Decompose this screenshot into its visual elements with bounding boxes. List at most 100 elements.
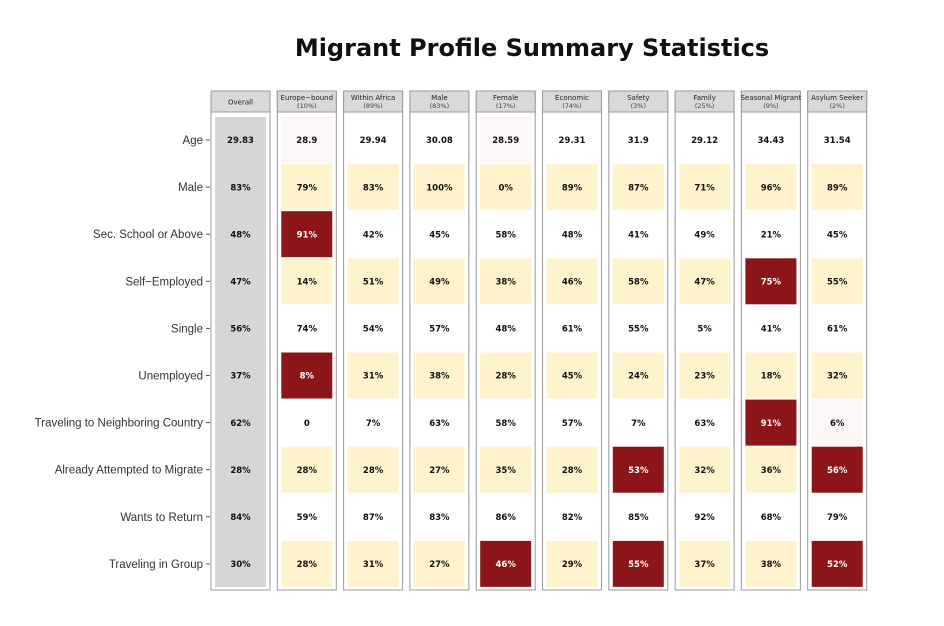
cell-shade [811,258,863,305]
cell-value: 51% [363,278,384,288]
column-header-label: Europe−bound [281,94,334,102]
cell-shade [679,446,731,493]
cell-value: 28% [363,466,384,476]
cell-value: 56% [827,466,848,476]
cell-shade [281,117,333,163]
column-header-share: (10%) [297,102,317,110]
cell-value: 61% [827,325,848,335]
cell-value: 29.31 [559,136,586,146]
cell-value: 45% [562,372,583,382]
row-label: Wants to Return [120,512,203,524]
cell-shade [480,352,532,399]
cell-value: 55% [628,325,649,335]
column-header-label: Male [431,94,448,102]
cell-value: 29.12 [691,136,718,146]
cell-value: 29% [562,560,583,570]
cell-shade [745,399,797,446]
column-header-share: (9%) [763,102,778,110]
cell-value: 34.43 [757,136,784,146]
cell-value: 79% [827,513,848,523]
row-label: Age [183,135,203,147]
cell-shade [679,540,731,587]
cell-value: 96% [761,183,782,193]
cell-shade [612,446,664,493]
cell-value: 37% [694,560,715,570]
cell-value: 89% [827,183,848,193]
cell-value: 23% [694,372,715,382]
cell-value: 24% [628,372,649,382]
cell-shade [612,352,664,399]
column-header-family [674,90,735,113]
cell-shade [811,446,863,493]
cell-shade [679,164,731,211]
cell-value: 28% [496,372,517,382]
column-header-seasonal-migrant [740,90,801,113]
cell-value: 37% [230,372,251,382]
cell-value: 52% [827,560,848,570]
cell-value: 21% [761,230,782,240]
cell-value: 87% [363,513,384,523]
cell-value: 47% [230,278,251,288]
cell-value: 29.94 [360,136,387,146]
cell-shade [745,258,797,305]
cell-value: 31% [363,560,384,570]
cell-shade [413,446,465,493]
cell-value: 63% [694,419,715,429]
cell-value: 5% [697,325,712,335]
cell-value: 41% [628,230,649,240]
cell-value: 38% [761,560,782,570]
cell-value: 7% [631,419,646,429]
column-header-label: Safety [627,94,649,102]
cell-value: 82% [562,513,583,523]
cell-shade [612,164,664,211]
cell-value: 48% [496,325,517,335]
column-header-label: Female [493,94,518,102]
column-header-asylum-seeker [807,90,868,113]
column-header-share: (89%) [363,102,383,110]
cell-shade [679,352,731,399]
cell-value: 45% [827,230,848,240]
chart-title: Migrant Profile Summary Statistics [295,34,769,62]
cell-shade [745,164,797,211]
cell-shade [612,540,664,587]
column-header-label: Overall [228,99,253,107]
cell-value: 83% [429,513,450,523]
cell-value: 83% [230,183,251,193]
cell-value: 28.9 [296,136,317,146]
column-header-europe-bound [276,90,337,113]
cell-shade [413,164,465,211]
cell-value: 36% [761,466,782,476]
cell-value: 28% [297,560,318,570]
cell-value: 71% [694,183,715,193]
cell-shade [679,258,731,305]
cell-shade [281,164,333,211]
cell-value: 59% [297,513,318,523]
column-header-overall [210,90,271,113]
cell-value: 49% [694,230,715,240]
cell-value: 38% [429,372,450,382]
cell-value: 38% [496,278,517,288]
cell-value: 92% [694,513,715,523]
cell-value: 35% [496,466,517,476]
cell-shade [281,211,333,258]
row-label: Self−Employed [125,276,203,288]
cell-value: 49% [429,278,450,288]
cell-value: 91% [297,230,318,240]
cell-shade [347,258,399,305]
column-header-within-africa [343,90,404,113]
row-label: Single [171,323,203,335]
cell-value: 7% [366,419,381,429]
cell-shade [413,540,465,587]
cell-shade [480,446,532,493]
cell-value: 91% [761,419,782,429]
cell-value: 74% [297,325,318,335]
cell-shade [281,258,333,305]
cell-shade [413,352,465,399]
cell-value: 47% [694,278,715,288]
row-label: Unemployed [138,371,203,383]
cell-shade [745,352,797,399]
cell-value: 28% [562,466,583,476]
column-header-share: (74%) [562,102,582,110]
cell-value: 8% [300,372,315,382]
cell-value: 79% [297,183,318,193]
